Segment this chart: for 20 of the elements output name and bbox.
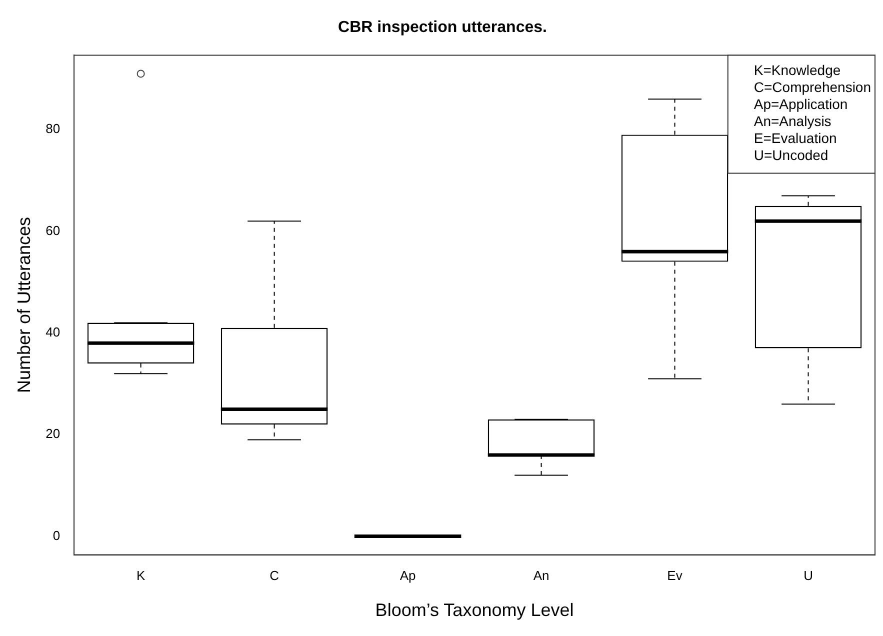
annotation: E=Evaluation	[754, 130, 837, 146]
annotation: K=Knowledge	[754, 62, 841, 78]
x-tick-label: U	[804, 568, 813, 584]
y-tick-label: 40	[46, 324, 60, 340]
chart-title: CBR inspection utterances.	[338, 19, 547, 36]
annotation: An=Analysis	[754, 113, 832, 130]
y-tick-label: 0	[52, 528, 60, 543]
x-tick-label: K	[136, 568, 146, 584]
annotation: Ap=Application	[754, 96, 848, 112]
annotation: C=Comprehension	[754, 79, 872, 96]
x-tick-label: C	[270, 568, 279, 584]
y-tick-label: 20	[46, 426, 60, 442]
y-tick-label: 80	[46, 121, 60, 136]
annotation: U=Uncoded	[754, 147, 828, 164]
x-axis-title: Bloom’s Taxonomy Level	[375, 600, 574, 620]
x-tick-label: Ap	[400, 568, 416, 584]
y-axis-title: Number of Utterances	[14, 216, 34, 394]
x-tick-label: An	[533, 568, 550, 584]
x-tick-label: Ev	[667, 568, 683, 584]
y-tick-label: 60	[46, 222, 60, 238]
